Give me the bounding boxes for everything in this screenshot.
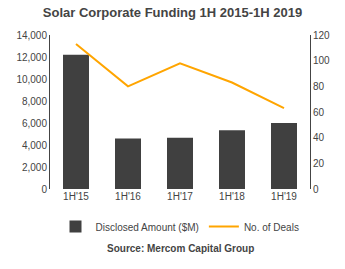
svg-text:120: 120	[313, 30, 330, 41]
svg-text:6,000: 6,000	[22, 118, 47, 129]
svg-text:No. of Deals: No. of Deals	[244, 222, 299, 233]
svg-text:10,000: 10,000	[16, 74, 47, 85]
svg-text:1H'17: 1H'17	[167, 191, 193, 202]
svg-text:8,000: 8,000	[22, 96, 47, 107]
svg-text:Solar Corporate Funding 1H 201: Solar Corporate Funding 1H 2015-1H 2019	[43, 5, 302, 20]
svg-text:12,000: 12,000	[16, 52, 47, 63]
svg-text:80: 80	[313, 81, 325, 92]
svg-text:0: 0	[41, 184, 47, 195]
svg-text:60: 60	[313, 107, 325, 118]
svg-text:Disclosed Amount ($M): Disclosed Amount ($M)	[96, 222, 199, 233]
svg-text:Source: Mercom Capital Group: Source: Mercom Capital Group	[107, 243, 254, 254]
svg-text:0: 0	[313, 184, 319, 195]
svg-text:14,000: 14,000	[16, 30, 47, 41]
svg-text:2,000: 2,000	[22, 162, 47, 173]
svg-text:100: 100	[313, 55, 330, 66]
svg-text:1H'19: 1H'19	[271, 191, 297, 202]
svg-text:4,000: 4,000	[22, 140, 47, 151]
svg-text:1H'15: 1H'15	[63, 191, 89, 202]
svg-text:1H'18: 1H'18	[219, 191, 245, 202]
svg-text:40: 40	[313, 132, 325, 143]
svg-text:1H'16: 1H'16	[115, 191, 141, 202]
svg-text:20: 20	[313, 158, 325, 169]
